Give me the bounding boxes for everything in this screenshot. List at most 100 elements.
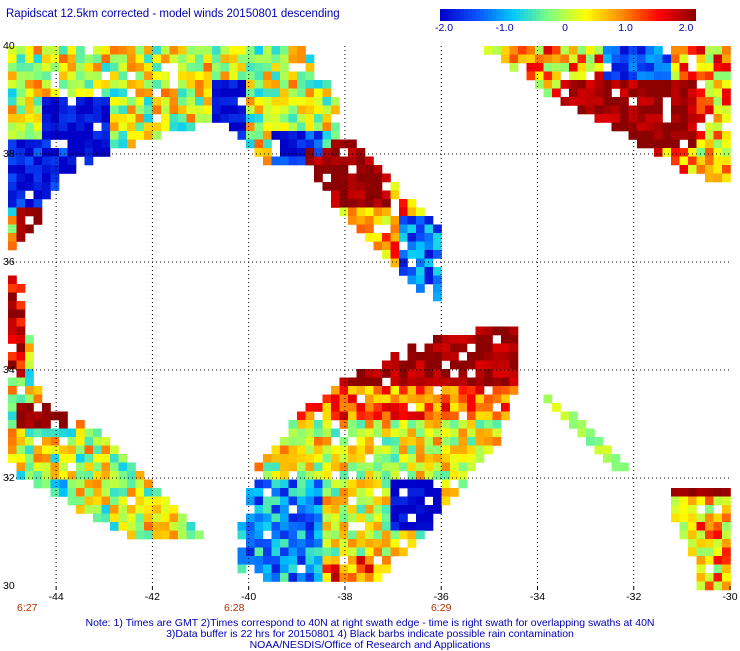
wind-cell [16, 360, 26, 370]
wind-cell [399, 522, 408, 531]
wind-cell [467, 437, 476, 446]
wind-cell [305, 556, 315, 565]
wind-cell [501, 403, 510, 412]
wind-cell [603, 71, 612, 81]
wind-cell [305, 564, 315, 574]
wind-cell [76, 496, 85, 506]
wind-cell [322, 488, 332, 497]
wind-cell [271, 522, 281, 531]
wind-cell [16, 445, 26, 455]
wind-cell [475, 369, 485, 378]
wind-cell [16, 182, 26, 191]
wind-cell [169, 97, 179, 106]
wind-cell [331, 139, 340, 149]
wind-cell [382, 420, 391, 429]
wind-cell [76, 131, 85, 140]
wind-cell [152, 496, 162, 506]
wind-cell [25, 165, 34, 174]
wind-cell [25, 377, 34, 387]
wind-cell [76, 471, 85, 480]
wind-cell [705, 105, 714, 115]
wind-cell [118, 513, 128, 523]
wind-cell [382, 471, 391, 480]
wind-cell [399, 258, 408, 268]
wind-cell [424, 343, 434, 353]
wind-cell [705, 46, 714, 55]
wind-cell [705, 131, 714, 140]
wind-cell [356, 462, 366, 472]
wind-cell [722, 156, 731, 166]
wind-cell [16, 318, 26, 327]
wind-cell [450, 386, 459, 395]
wind-cell [441, 352, 451, 361]
wind-cell [433, 471, 442, 480]
wind-cell [356, 530, 366, 540]
wind-cell [492, 352, 502, 361]
wind-cell [441, 386, 451, 395]
wind-cell [705, 71, 714, 81]
wind-cell [314, 556, 323, 565]
wind-cell [8, 454, 17, 463]
wind-cell [705, 581, 714, 591]
wind-cell [322, 505, 332, 514]
wind-cell [50, 156, 60, 166]
wind-cell [399, 233, 408, 242]
wind-cell [416, 216, 425, 225]
wind-cell [399, 386, 408, 395]
wind-cell [654, 63, 663, 72]
wind-cell [8, 139, 17, 149]
wind-cell [433, 505, 442, 514]
wind-cell [688, 122, 697, 132]
wind-cell [50, 411, 60, 421]
wind-cell [322, 105, 332, 115]
wind-cell [586, 97, 595, 106]
wind-cell [416, 352, 425, 361]
wind-cell [654, 80, 663, 89]
wind-cell [705, 122, 714, 132]
wind-cell [458, 360, 468, 370]
wind-cell [101, 46, 111, 55]
wind-cell [101, 54, 111, 64]
wind-cell [501, 386, 510, 395]
wind-cell [416, 445, 425, 455]
wind-cell [722, 97, 731, 106]
wind-cell [373, 445, 383, 455]
wind-cell [322, 148, 332, 157]
wind-cell [365, 471, 374, 480]
wind-cell [161, 105, 170, 115]
wind-cell [416, 284, 425, 293]
wind-cell [688, 131, 697, 140]
wind-cell [42, 114, 51, 123]
wind-cell [696, 71, 706, 81]
wind-cell [314, 173, 323, 183]
wind-cell [288, 488, 298, 497]
wind-cell [101, 505, 111, 514]
wind-cell [25, 428, 34, 438]
wind-cell [577, 63, 587, 72]
wind-cell [373, 165, 383, 174]
wind-cell [127, 530, 136, 540]
wind-cell [424, 369, 434, 378]
wind-cell [8, 156, 17, 166]
wind-cell [450, 437, 459, 446]
wind-cell [67, 445, 77, 455]
wind-cell [110, 114, 119, 123]
wind-cell [475, 352, 485, 361]
wind-cell [16, 63, 26, 72]
wind-cell [373, 428, 383, 438]
wind-cell [305, 148, 315, 157]
wind-cell [535, 63, 544, 72]
wind-cell [696, 54, 706, 64]
wind-cell [492, 46, 502, 55]
wind-cell [424, 250, 434, 259]
wind-cell [552, 54, 561, 64]
wind-cell [25, 207, 34, 217]
wind-cell [348, 386, 357, 395]
wind-cell [161, 80, 170, 89]
wind-cell [416, 377, 425, 387]
wind-cell [373, 233, 383, 242]
wind-cell [280, 122, 289, 132]
wind-cell [50, 148, 60, 157]
wind-cell [135, 54, 145, 64]
